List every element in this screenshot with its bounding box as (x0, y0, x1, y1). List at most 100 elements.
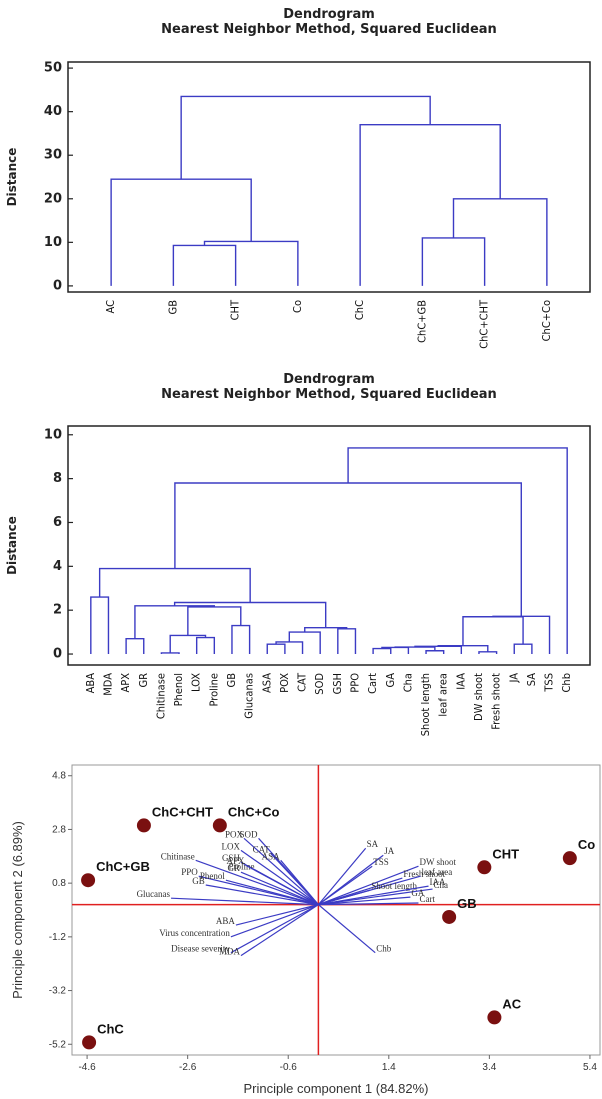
merge-link (110, 178, 252, 286)
y-tick-label: 2 (53, 603, 62, 618)
leaf-label: GR (137, 673, 150, 688)
merge-link (134, 605, 216, 639)
loading-vector (235, 904, 319, 926)
point-label: Co (578, 837, 595, 852)
loading-label: MDA (219, 947, 241, 957)
y-tick-label: 0 (53, 278, 62, 293)
leaf-label: Fresh shoot (490, 673, 503, 730)
loading-vector (318, 896, 411, 906)
x-tick-label: -0.6 (280, 1062, 298, 1073)
point-label: ChC+CHT (152, 804, 213, 819)
y-tick-label: 10 (44, 235, 62, 250)
leaf-label: ChC (353, 300, 366, 320)
merge-link (452, 198, 548, 286)
loading-vector (240, 871, 319, 906)
loading-label: Cha (434, 880, 449, 890)
loading-label: Chb (376, 944, 392, 954)
merge-link (304, 627, 348, 633)
loading-vector (195, 859, 319, 906)
point-label: ChC+GB (96, 859, 150, 874)
loading-label: APX (226, 856, 245, 866)
loading-label: TSS (373, 857, 389, 867)
y-tick-label: -5.2 (49, 1039, 67, 1050)
score-point (136, 818, 151, 833)
y-tick-label: 2.8 (52, 824, 66, 835)
merge-link (513, 643, 533, 655)
leaf-label: POX (278, 673, 291, 693)
leaf-label: CHT (229, 299, 242, 320)
loading-vector (318, 889, 371, 906)
x-tick-label: 3.4 (482, 1062, 496, 1073)
loading-vector (318, 865, 419, 906)
y-axis-label: Distance (5, 148, 19, 207)
merge-link (90, 596, 110, 655)
score-point (212, 818, 227, 833)
merge-link (98, 567, 251, 603)
score-point (477, 860, 492, 875)
leaf-label: GSH (331, 673, 344, 694)
leaf-label: ChC+Co (540, 300, 553, 341)
leaf-label: MDA (101, 673, 114, 696)
y-axis-label: Distance (5, 516, 19, 575)
merge-link (187, 606, 242, 636)
merge-link (372, 647, 392, 655)
loading-vector (317, 847, 367, 906)
leaf-label: ABA (84, 673, 97, 694)
loading-label: Fresh shoot (403, 869, 445, 879)
leaf-label: GB (225, 673, 238, 688)
plot-frame (67, 61, 591, 293)
plot-frame (71, 764, 601, 1056)
merge-link (160, 652, 180, 655)
y-tick-label: 40 (44, 104, 62, 119)
leaf-label: TSS (543, 673, 556, 693)
y-tick-label: -3.2 (49, 986, 67, 997)
loading-label: JA (384, 846, 395, 856)
y-tick-label: 6 (53, 515, 62, 530)
point-label: ChC+Co (228, 804, 280, 819)
point-label: GB (457, 896, 477, 911)
merge-link (231, 624, 251, 655)
leaf-label: Shoot length (419, 673, 432, 736)
loading-vector (280, 859, 319, 906)
loading-label: SOD (240, 829, 259, 839)
score-point (81, 873, 96, 888)
leaf-label: APX (119, 673, 132, 693)
loading-label: Proline (229, 861, 255, 871)
loading-label: GB (192, 876, 205, 886)
leaf-label: Co (291, 300, 304, 313)
y-axis-label: Principle component 2 (6.89%) (10, 821, 25, 999)
leaf-label: IAA (454, 673, 467, 690)
score-point (82, 1035, 97, 1050)
chart-subtitle: Nearest Neighbor Method, Squared Euclide… (161, 387, 497, 402)
y-tick-label: 4 (53, 559, 62, 574)
merge-link (462, 616, 524, 646)
leaf-label: SA (525, 673, 538, 686)
loading-label: GSH (222, 853, 241, 863)
loading-label: Glucanas (137, 889, 171, 899)
loading-vector (230, 904, 319, 938)
leaf-label: LOX (190, 673, 203, 692)
x-tick-label: -4.6 (78, 1062, 96, 1073)
leaf-label: Cart (366, 673, 379, 694)
merge-link (337, 628, 357, 655)
y-tick-label: 8 (53, 471, 62, 486)
x-tick-label: 1.4 (382, 1062, 396, 1073)
loading-vector (240, 904, 319, 957)
leaf-label: PPO (348, 673, 361, 693)
y-tick-label: 10 (44, 427, 62, 442)
merge-link (492, 615, 551, 655)
y-tick-label: 0.8 (52, 878, 66, 889)
point-label: CHT (492, 846, 519, 861)
merge-link (437, 645, 489, 652)
loading-label: Disease severity (171, 944, 230, 954)
leaf-label: ASA (260, 673, 273, 693)
merge-link (125, 637, 145, 655)
merge-link (172, 244, 237, 286)
leaf-label: Cha (401, 673, 414, 692)
loading-vector (205, 884, 319, 906)
merge-link (195, 636, 216, 655)
loading-label: Phenol (200, 871, 226, 881)
loading-label: Virus concentration (159, 928, 230, 938)
